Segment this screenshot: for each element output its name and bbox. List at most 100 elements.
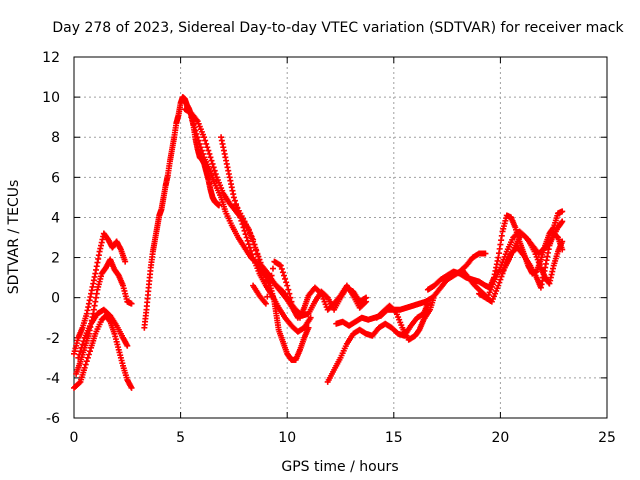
y-tick-label: -4 <box>46 371 60 387</box>
series-low-b <box>324 300 431 385</box>
data-point-marker <box>241 218 248 225</box>
data-point-marker <box>495 282 502 289</box>
data-point-marker <box>284 282 291 289</box>
series-main-rise <box>141 94 222 331</box>
data-point-marker <box>231 197 238 204</box>
data-point-marker <box>262 300 269 307</box>
data-point-marker <box>247 230 254 237</box>
y-tick-label: 12 <box>42 50 60 66</box>
data-point-marker <box>257 261 264 268</box>
data-points <box>71 94 566 391</box>
data-point-marker <box>203 140 210 147</box>
data-point-marker <box>82 361 89 368</box>
y-tick-label: 2 <box>51 251 60 267</box>
data-point-marker <box>199 150 206 157</box>
y-tick-label: 0 <box>51 291 60 307</box>
data-point-marker <box>307 314 314 321</box>
data-point-marker <box>249 251 256 258</box>
data-point-marker <box>391 307 398 314</box>
data-point-marker <box>363 298 370 305</box>
data-point-marker <box>267 279 274 286</box>
data-point-marker <box>189 117 196 124</box>
series-arc-1 <box>71 230 129 357</box>
x-tick-label: 20 <box>491 430 509 446</box>
data-point-marker <box>195 137 202 144</box>
series-decay-d <box>233 202 312 363</box>
data-point-marker <box>194 134 201 141</box>
y-tick-label: 4 <box>51 210 60 226</box>
data-point-marker <box>246 244 253 251</box>
data-point-marker <box>289 302 296 309</box>
data-point-marker <box>196 140 203 147</box>
data-point-marker <box>79 341 86 348</box>
data-point-marker <box>264 293 271 300</box>
chart-title: Day 278 of 2023, Sidereal Day-to-day VTE… <box>52 20 624 36</box>
y-tick-label: 8 <box>51 130 60 146</box>
data-point-marker <box>206 150 213 157</box>
data-point-marker <box>75 354 82 361</box>
data-point-marker <box>251 241 258 248</box>
data-point-marker <box>86 348 93 355</box>
data-point-marker <box>242 221 249 228</box>
data-point-marker <box>78 344 85 351</box>
plot-frame <box>73 56 608 419</box>
data-point-marker <box>277 262 284 269</box>
data-point-marker <box>317 289 324 296</box>
data-point-marker <box>243 234 250 241</box>
x-tick-label: 10 <box>278 430 296 446</box>
data-point-marker <box>128 300 135 307</box>
data-point-marker <box>81 364 88 371</box>
series-arc-3 <box>71 312 135 391</box>
data-point-marker <box>202 137 209 144</box>
data-point-marker <box>265 286 272 293</box>
x-tick-label: 25 <box>598 430 616 446</box>
series-arc-4 <box>75 306 131 361</box>
data-point-marker <box>191 124 198 131</box>
data-point-marker <box>524 235 531 242</box>
data-point-marker <box>215 202 222 209</box>
y-tick-label: 10 <box>42 90 60 106</box>
data-point-marker <box>209 160 216 167</box>
data-point-marker <box>268 272 275 279</box>
data-point-marker <box>128 384 135 391</box>
data-point-marker <box>80 338 87 345</box>
data-point-marker <box>559 218 566 225</box>
data-point-marker <box>245 227 252 234</box>
data-point-marker <box>496 279 503 286</box>
series-evening-d <box>499 230 566 287</box>
data-point-marker <box>188 114 195 121</box>
data-point-marker <box>250 236 257 243</box>
data-point-marker <box>285 286 292 293</box>
data-point-marker <box>122 258 129 265</box>
data-point-marker <box>198 147 205 154</box>
data-point-marker <box>248 233 255 240</box>
data-point-marker <box>278 265 285 272</box>
x-tick-label: 0 <box>70 430 79 446</box>
data-point-marker <box>193 130 200 137</box>
data-point-marker <box>559 208 566 215</box>
data-point-marker <box>254 251 261 258</box>
x-axis-label: GPS time / hours <box>281 459 398 475</box>
data-point-marker <box>279 269 286 276</box>
y-tick-label: -2 <box>46 331 60 347</box>
data-point-marker <box>230 194 237 201</box>
data-point-marker <box>85 351 92 358</box>
data-point-marker <box>305 324 312 331</box>
data-point-marker <box>286 290 293 297</box>
data-point-marker <box>192 127 199 134</box>
data-point-marker <box>76 379 83 386</box>
data-point-marker <box>190 120 197 127</box>
data-point-marker <box>283 279 290 286</box>
data-point-marker <box>287 294 294 301</box>
data-point-marker <box>201 134 208 141</box>
series-decay-b <box>188 114 370 319</box>
data-point-marker <box>207 154 214 161</box>
data-point-marker <box>281 272 288 279</box>
y-tick-label: 6 <box>51 170 60 186</box>
axis-ticks: 0 5 10 15 20 25 -6 -4 -2 0 2 4 6 8 10 12 <box>42 50 616 446</box>
data-point-marker <box>247 247 254 254</box>
data-point-marker <box>124 342 131 349</box>
data-point-marker <box>244 237 251 244</box>
data-point-marker <box>269 265 276 272</box>
